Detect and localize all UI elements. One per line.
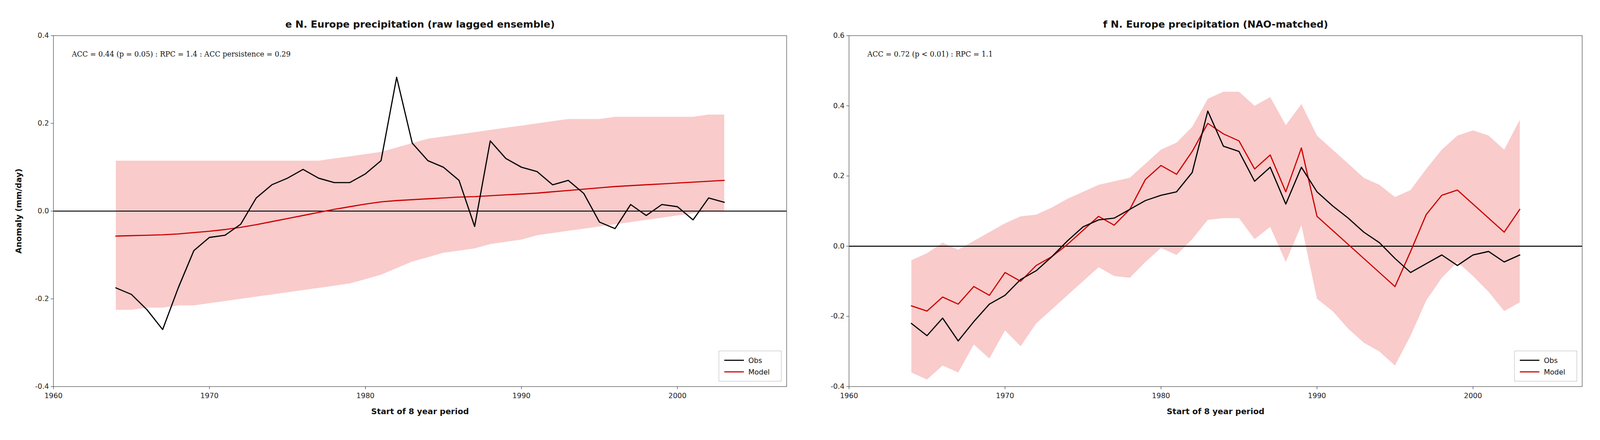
reference-line: [53, 210, 787, 212]
y-tick-label: 0.6: [833, 31, 845, 40]
x-tick: [1004, 386, 1006, 390]
x-tick: [53, 386, 54, 390]
x-tick-label: 2000: [1463, 391, 1482, 400]
title: f N. Europe precipitation (NAO-matched): [1102, 18, 1328, 30]
x-tick: [848, 386, 850, 390]
plot-frame: [848, 35, 1583, 387]
x-tick: [365, 386, 366, 390]
plot-area: [848, 91, 1583, 380]
x-tick: [677, 386, 678, 390]
title: e N. Europe precipitation (raw lagged en…: [285, 18, 556, 30]
figure: 1960 1970 1980 1990 2000 -0.4 -0.2 0.0 0.2 0.4 e N…: [0, 0, 1600, 440]
x-tick-label: 1960: [44, 391, 63, 400]
y-tick: [846, 175, 849, 177]
legend: Obs Model: [1514, 351, 1577, 382]
y-tick: [846, 245, 849, 247]
x-tick: [521, 386, 522, 390]
y-tick: [50, 211, 54, 212]
x-tick-label: 1980: [356, 391, 375, 400]
y-tick-label: -0.4: [830, 382, 845, 391]
annotation: ACC = 0.72 (p < 0.01) : RPC = 1.1: [866, 49, 993, 59]
y-tick: [846, 386, 849, 388]
x-tick: [1472, 386, 1474, 390]
x-tick-label: 1990: [1307, 391, 1327, 400]
y-tick-label: 0.4: [833, 101, 845, 111]
y-tick-label: 0.0: [37, 206, 49, 216]
y-tick-label: 0.2: [37, 118, 49, 128]
legend-label: Obs: [748, 356, 763, 365]
legend-swatch: [724, 359, 744, 362]
y-tick: [50, 386, 54, 388]
legend-swatch: [1519, 359, 1540, 362]
x-tick-label: 1960: [840, 391, 859, 400]
y-tick-label: 0.0: [833, 241, 845, 251]
series-line: [115, 77, 725, 330]
x-tick: [209, 386, 210, 390]
legend-swatch: [1519, 371, 1540, 373]
reference-line: [848, 245, 1583, 247]
x-tick-label: 1980: [1151, 391, 1171, 400]
x-tick-label: 2000: [668, 391, 687, 400]
panel: 1960 1970 1980 1990 2000 -0.4 -0.2 0.0 0.2 0.4 e N…: [13, 18, 787, 417]
x-tick-label: 1970: [200, 391, 219, 400]
plot-frame: [53, 35, 787, 387]
plot-area: [53, 77, 787, 330]
y-tick: [50, 123, 54, 124]
x-tick-label: 1970: [995, 391, 1015, 400]
x-tick: [1316, 386, 1318, 390]
x-axis-label: Start of 8 year period: [371, 406, 469, 417]
x-tick-label: 1990: [512, 391, 531, 400]
series-line: [911, 123, 1520, 312]
legend-label: Obs: [1543, 356, 1558, 365]
legend-label: Model: [1543, 367, 1566, 377]
y-tick-label: -0.2: [830, 311, 845, 321]
legend-label: Model: [748, 367, 770, 377]
legend: Obs Model: [718, 351, 782, 382]
y-axis-label: Anomaly (mm/day): [13, 168, 24, 254]
y-tick-label: -0.2: [35, 294, 49, 303]
uncertainty-band: [115, 114, 725, 310]
series-line: [115, 180, 725, 237]
y-tick: [50, 35, 54, 37]
legend-swatch: [724, 371, 744, 373]
y-tick-label: 0.4: [37, 31, 49, 40]
y-tick: [846, 105, 849, 107]
legend-box: [718, 351, 782, 382]
legend-box: [1514, 351, 1577, 382]
y-tick: [50, 298, 54, 300]
annotation: ACC = 0.44 (p = 0.05) : RPC = 1.4 : ACC …: [71, 49, 291, 59]
y-tick: [846, 35, 849, 37]
x-tick: [1160, 386, 1162, 390]
panel: 1960 1970 1980 1990 2000 -0.4 -0.2 0.0 0.2 0.4 0.6…: [830, 18, 1583, 417]
uncertainty-band: [911, 91, 1520, 380]
series-line: [911, 110, 1520, 341]
y-tick-label: 0.2: [833, 171, 845, 180]
x-axis-label: Start of 8 year period: [1166, 406, 1265, 417]
y-tick-label: -0.4: [35, 382, 49, 391]
y-tick: [846, 316, 849, 317]
